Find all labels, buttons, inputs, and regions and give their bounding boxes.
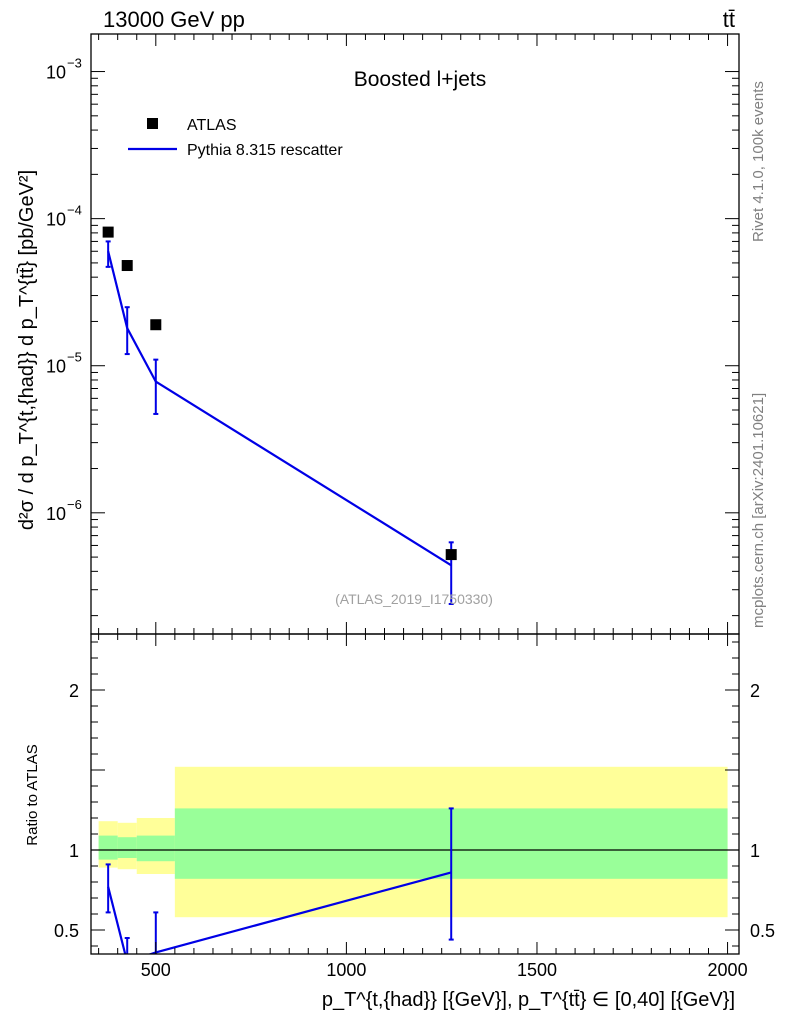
y-tick-label-ratio-right: 2 bbox=[750, 681, 760, 701]
main-pythia-line bbox=[107, 251, 452, 567]
y-tick-exponent-main: −3 bbox=[67, 56, 82, 71]
legend-pythia-label: Pythia 8.315 rescatter bbox=[187, 142, 343, 159]
atlas-point-3 bbox=[445, 549, 457, 561]
header-right: tt̄ bbox=[723, 7, 735, 32]
x-tick-label: 500 bbox=[141, 960, 171, 980]
y-tick-exponent-main: −5 bbox=[67, 350, 82, 365]
x-tick-label: 2000 bbox=[708, 960, 748, 980]
y-tick-label-ratio-right: 0.5 bbox=[750, 921, 775, 941]
analysis-id: (ATLAS_2019_I1750330) bbox=[335, 591, 493, 607]
y-tick-label-ratio-left: 1 bbox=[69, 841, 79, 861]
y-tick-label-ratio-right: 1 bbox=[750, 841, 760, 861]
legend-atlas-marker bbox=[147, 118, 158, 129]
main-panel-content bbox=[102, 226, 457, 605]
y-tick-label-main: 10 bbox=[46, 63, 66, 83]
ratio-band-green-2 bbox=[136, 835, 175, 862]
ratio-ylabel: Ratio to ATLAS bbox=[24, 744, 41, 845]
x-tick-label: 1500 bbox=[517, 960, 557, 980]
y-tick-label-ratio-left: 2 bbox=[69, 681, 79, 701]
atlas-point-1 bbox=[121, 260, 133, 272]
rivet-label: Rivet 4.1.0, 100k events bbox=[750, 81, 767, 242]
atlas-point-2 bbox=[150, 319, 162, 331]
legend: ATLAS Pythia 8.315 rescatter bbox=[128, 117, 343, 159]
y-tick-label-main: 10 bbox=[46, 210, 66, 230]
main-ylabel: d²σ / d p_T^{t,{had}} d p_T^{tt̄} [pb/Ge… bbox=[16, 170, 38, 530]
ratio-panel-content bbox=[91, 766, 739, 954]
ratio-pythia-line bbox=[107, 871, 452, 954]
legend-atlas-label: ATLAS bbox=[187, 117, 237, 134]
y-tick-exponent-main: −6 bbox=[67, 497, 82, 512]
y-tick-exponent-main: −4 bbox=[67, 203, 82, 218]
atlas-point-0 bbox=[102, 226, 114, 238]
ratio-panel-frame bbox=[90, 633, 740, 955]
plot-title: Boosted l+jets bbox=[354, 68, 487, 91]
y-tick-label-main: 10 bbox=[46, 504, 66, 524]
mcplots-label: mcplots.cern.ch [arXiv:2401.10621] bbox=[750, 393, 767, 628]
x-tick-label: 1000 bbox=[326, 960, 366, 980]
ratio-band-green-1 bbox=[117, 837, 137, 858]
ratio-band-green-0 bbox=[98, 835, 118, 860]
header-left: 13000 GeV pp bbox=[103, 7, 245, 32]
y-tick-label-main: 10 bbox=[46, 357, 66, 377]
xlabel: p_T^{t,{had}} [{GeV}], p_T^{tt̄} ∈ [0,40… bbox=[322, 989, 735, 1011]
y-tick-label-ratio-left: 0.5 bbox=[54, 921, 79, 941]
